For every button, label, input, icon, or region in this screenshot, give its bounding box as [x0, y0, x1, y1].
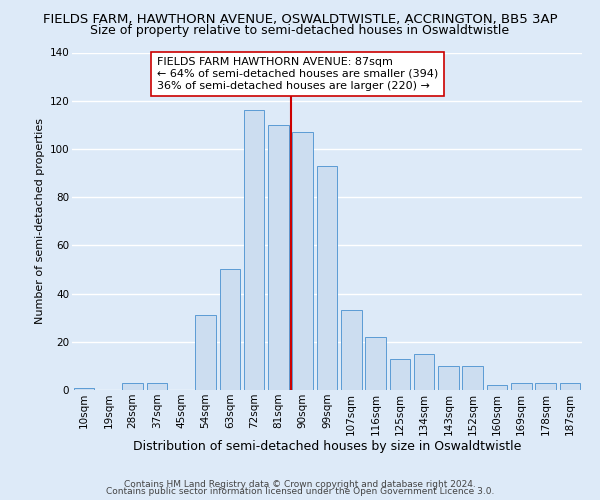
Bar: [511, 383, 532, 390]
Bar: [414, 354, 434, 390]
Text: Contains HM Land Registry data © Crown copyright and database right 2024.: Contains HM Land Registry data © Crown c…: [124, 480, 476, 489]
Bar: [74, 388, 94, 390]
Text: Size of property relative to semi-detached houses in Oswaldtwistle: Size of property relative to semi-detach…: [91, 24, 509, 37]
Bar: [535, 383, 556, 390]
Bar: [220, 270, 240, 390]
Bar: [268, 125, 289, 390]
Bar: [463, 366, 483, 390]
Bar: [438, 366, 459, 390]
X-axis label: Distribution of semi-detached houses by size in Oswaldtwistle: Distribution of semi-detached houses by …: [133, 440, 521, 454]
Text: FIELDS FARM, HAWTHORN AVENUE, OSWALDTWISTLE, ACCRINGTON, BB5 3AP: FIELDS FARM, HAWTHORN AVENUE, OSWALDTWIS…: [43, 12, 557, 26]
Bar: [244, 110, 265, 390]
Bar: [389, 358, 410, 390]
Bar: [341, 310, 362, 390]
Bar: [146, 383, 167, 390]
Bar: [365, 337, 386, 390]
Y-axis label: Number of semi-detached properties: Number of semi-detached properties: [35, 118, 46, 324]
Bar: [292, 132, 313, 390]
Text: FIELDS FARM HAWTHORN AVENUE: 87sqm
← 64% of semi-detached houses are smaller (39: FIELDS FARM HAWTHORN AVENUE: 87sqm ← 64%…: [157, 58, 438, 90]
Text: Contains public sector information licensed under the Open Government Licence 3.: Contains public sector information licen…: [106, 488, 494, 496]
Bar: [560, 383, 580, 390]
Bar: [195, 316, 216, 390]
Bar: [487, 385, 508, 390]
Bar: [317, 166, 337, 390]
Bar: [122, 383, 143, 390]
